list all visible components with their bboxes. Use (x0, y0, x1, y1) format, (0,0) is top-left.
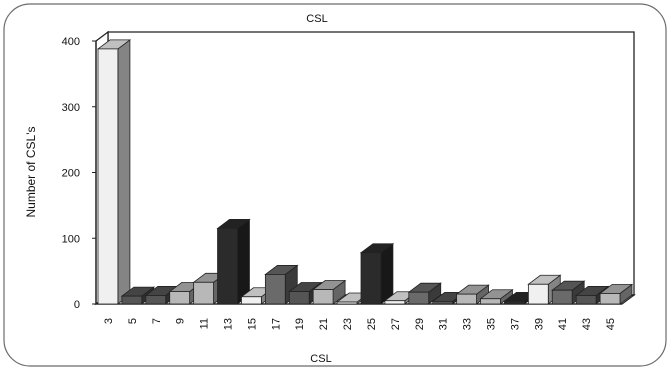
chart-title: CSL (306, 13, 327, 25)
x-tick-label: 27 (390, 318, 402, 330)
bar (551, 289, 573, 305)
x-tick-label: 43 (581, 318, 593, 330)
x-tick-label: 33 (462, 318, 474, 330)
bar (480, 298, 501, 305)
y-tick-label: 0 (74, 299, 80, 311)
x-tick-label: 41 (557, 318, 569, 330)
x-tick-label: 11 (199, 318, 211, 329)
x-tick-label: 5 (127, 318, 139, 324)
y-tick-label: 300 (62, 102, 80, 114)
bar (169, 291, 191, 305)
bar (193, 281, 214, 305)
x-tick-label: 13 (223, 318, 235, 330)
bar (432, 300, 454, 305)
bar (97, 48, 119, 305)
x-tick-label: 9 (175, 318, 187, 324)
x-tick-label: 17 (270, 318, 282, 330)
bar (312, 289, 334, 305)
bar (264, 274, 286, 305)
x-tick-label: 25 (366, 318, 378, 330)
x-axis-label: CSL (310, 353, 331, 365)
x-tick-label: 19 (294, 318, 306, 330)
bar (145, 295, 167, 305)
bar (408, 291, 430, 305)
x-tick-label: 31 (438, 318, 450, 330)
bar-side (117, 39, 131, 305)
x-tick-label: 29 (414, 318, 426, 330)
bar (527, 283, 549, 305)
bar (384, 300, 406, 305)
y-tick-label: 200 (62, 168, 80, 180)
bar (241, 296, 262, 305)
x-tick-label: 37 (509, 318, 521, 330)
x-tick-label: 3 (103, 318, 115, 324)
x-tick-label: 21 (318, 318, 330, 330)
bar (456, 293, 477, 305)
bar (121, 295, 143, 305)
y-tick-label: 100 (62, 233, 80, 245)
bar (360, 252, 382, 305)
x-tick-label: 7 (151, 318, 163, 324)
bar-side (380, 242, 394, 305)
y-tick-label: 400 (62, 36, 80, 48)
x-tick-label: 23 (342, 318, 354, 330)
bar (504, 300, 525, 305)
bar (217, 227, 238, 305)
x-tick-label: 39 (533, 318, 545, 330)
bar (599, 293, 621, 305)
bar (288, 291, 310, 305)
y-axis-label: Number of CSL's (24, 127, 38, 218)
bar-side (237, 218, 250, 305)
x-tick-label: 15 (246, 318, 258, 330)
x-tick-label: 45 (605, 318, 617, 330)
bar (575, 295, 597, 305)
x-tick-label: 35 (486, 318, 498, 330)
bar (336, 301, 358, 305)
